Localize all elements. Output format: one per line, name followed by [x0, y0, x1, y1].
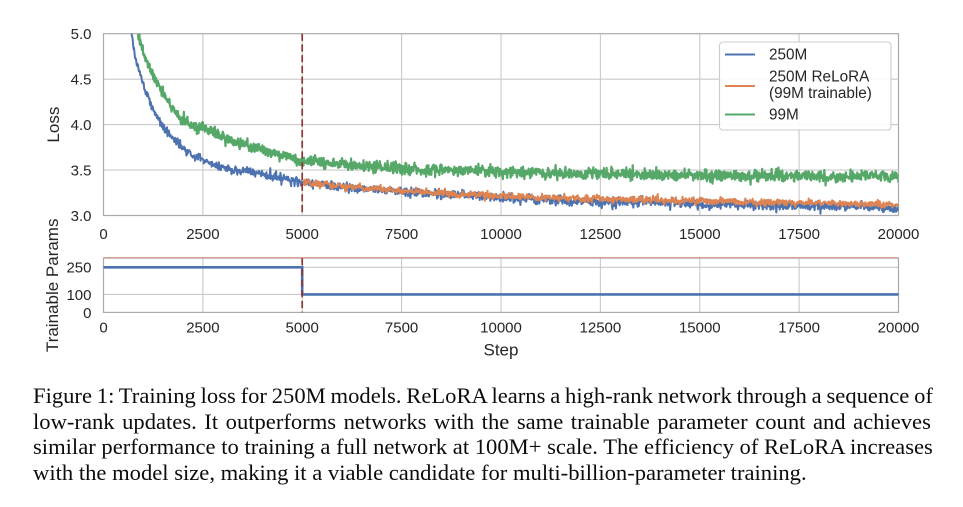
svg-text:15000: 15000	[679, 320, 721, 337]
svg-text:Trainable Params: Trainable Params	[43, 219, 62, 353]
svg-text:3.5: 3.5	[71, 163, 92, 180]
svg-text:0: 0	[99, 226, 107, 243]
svg-text:5000: 5000	[286, 320, 319, 337]
svg-text:Loss: Loss	[44, 107, 63, 143]
svg-text:4.5: 4.5	[71, 72, 92, 89]
svg-text:7500: 7500	[385, 320, 418, 337]
svg-text:2500: 2500	[186, 226, 219, 243]
svg-text:250: 250	[66, 260, 91, 277]
svg-text:2500: 2500	[186, 320, 219, 337]
svg-text:10000: 10000	[480, 320, 522, 337]
svg-text:5000: 5000	[286, 226, 319, 243]
svg-text:(99M trainable): (99M trainable)	[769, 85, 872, 102]
svg-text:20000: 20000	[878, 226, 920, 243]
svg-text:4.0: 4.0	[71, 117, 92, 134]
svg-text:99M: 99M	[769, 107, 799, 124]
svg-text:0: 0	[83, 305, 91, 322]
svg-text:3.0: 3.0	[71, 208, 92, 225]
svg-text:100: 100	[66, 287, 91, 304]
svg-text:20000: 20000	[878, 320, 920, 337]
svg-text:Step: Step	[484, 340, 519, 359]
svg-text:250M ReLoRA: 250M ReLoRA	[769, 69, 870, 86]
svg-text:17500: 17500	[778, 320, 820, 337]
svg-text:7500: 7500	[385, 226, 418, 243]
svg-text:12500: 12500	[580, 320, 622, 337]
svg-text:10000: 10000	[480, 226, 522, 243]
svg-text:17500: 17500	[778, 226, 820, 243]
svg-text:12500: 12500	[580, 226, 622, 243]
svg-text:15000: 15000	[679, 226, 721, 243]
svg-text:5.0: 5.0	[71, 26, 92, 43]
svg-text:250M: 250M	[769, 47, 807, 64]
svg-text:0: 0	[99, 320, 107, 337]
